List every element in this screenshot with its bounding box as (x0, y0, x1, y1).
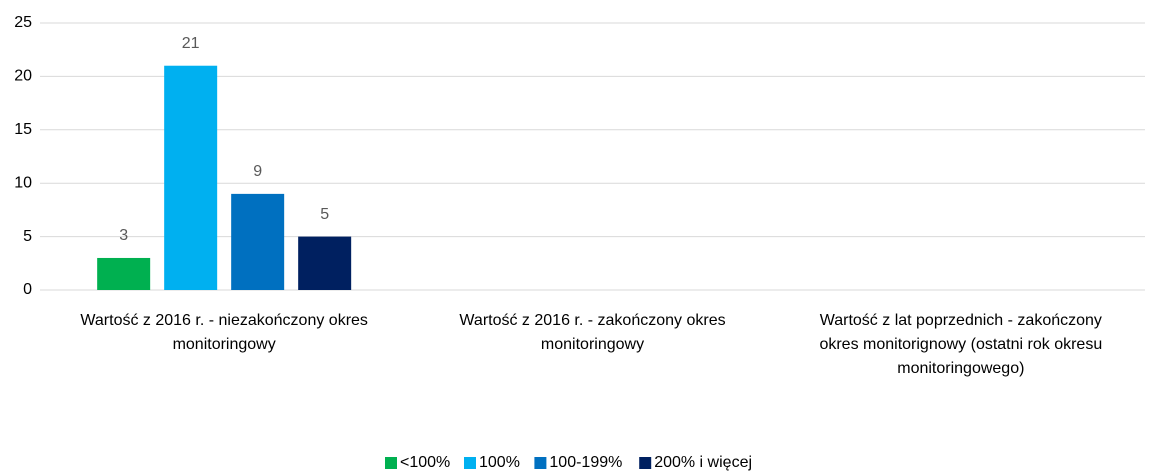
y-tick-label: 5 (23, 228, 32, 245)
data-label: 9 (253, 163, 262, 180)
y-tick-label: 15 (14, 121, 32, 138)
legend-swatch (639, 457, 652, 469)
data-label: 5 (320, 206, 329, 223)
bar (97, 257, 151, 290)
y-tick-label: 0 (23, 281, 32, 298)
legend-label: 100% (479, 454, 520, 471)
legend-label: <100% (400, 454, 450, 471)
x-tick-label: Wartość z lat poprzednich - zakończony o… (819, 312, 1103, 377)
bar (231, 193, 285, 290)
bar (164, 65, 218, 290)
x-tick-label: Wartość z 2016 r. - zakończony okres mon… (459, 312, 726, 353)
y-tick-label: 25 (14, 14, 32, 31)
y-tick-label: 10 (14, 174, 32, 191)
y-tick-label: 20 (14, 68, 32, 85)
legend-label: 100-199% (549, 454, 622, 471)
legend-label: 200% i więcej (654, 454, 752, 471)
data-label: 3 (119, 227, 128, 244)
legend-swatch (385, 457, 397, 469)
bar (298, 236, 352, 290)
x-tick-label: Wartość z 2016 r. - niezakończony okres … (80, 312, 368, 353)
data-label: 21 (182, 35, 200, 52)
legend-swatch (464, 457, 476, 469)
legend-swatch (534, 457, 547, 469)
